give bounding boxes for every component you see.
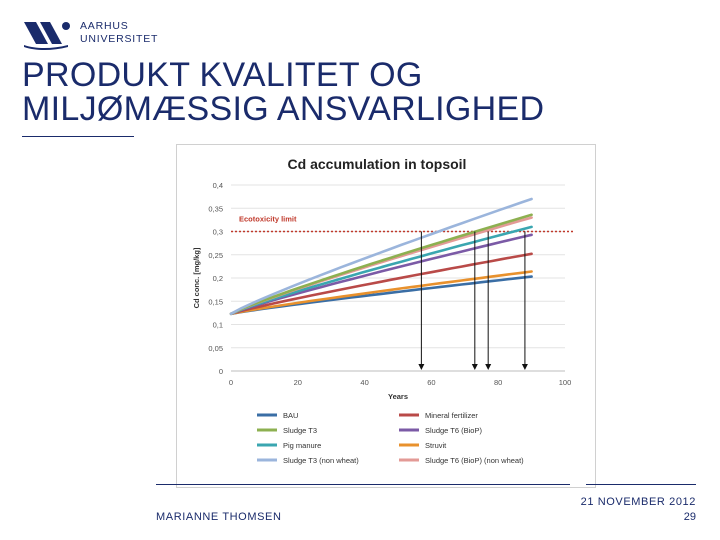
logo-line-1: AARHUS [80,20,129,32]
y-tick-label: 0,35 [208,204,223,213]
legend-label: Sludge T3 [283,426,317,435]
x-tick-label: 60 [427,378,435,387]
y-tick-label: 0,25 [208,251,223,260]
limit-arrowhead [485,364,492,370]
slide-title-line-1: PRODUKT KVALITET OG [22,56,423,94]
y-tick-label: 0 [219,367,223,376]
aarhus-university-emblem-icon [24,22,70,50]
y-tick-label: 0,15 [208,297,223,306]
chart-title: Cd accumulation in topsoil [288,156,467,172]
series-line [229,252,533,316]
y-tick-label: 0,3 [213,228,223,237]
series-line [229,233,533,316]
y-tick-label: 0,1 [213,321,223,330]
logo-wordmark: AARHUS UNIVERSITET [80,20,158,45]
x-tick-label: 0 [229,378,233,387]
y-tick-label: 0,4 [213,181,223,190]
y-tick-label: 0,2 [213,274,223,283]
footer-date: 21 NOVEMBER 2012 [580,496,696,508]
page-number: 29 [683,511,696,523]
footer-rule-left [156,484,570,485]
slide-title: PRODUKT KVALITET OG MILJØMÆSSIG ANSVARLI… [22,58,544,126]
footer-rule-right [586,484,696,485]
series-line [229,197,533,316]
chart-panel: Cd accumulation in topsoil 0 0,05 0,1 0,15 0,… [176,144,596,488]
title-underline [22,136,134,137]
legend-label: Sludge T6 (BioP) (non wheat) [425,456,524,465]
series-line [229,270,533,316]
limit-arrowhead [521,364,528,370]
series-line [229,225,533,316]
x-tick-label: 40 [360,378,368,387]
y-tick-label: 0,05 [208,344,223,353]
slide-title-line-2: MILJØMÆSSIG ANSVARLIGHED [22,90,545,128]
legend-label: Struvit [425,441,447,450]
series-line [229,213,533,316]
limit-arrowhead [418,364,425,370]
legend-label: BAU [283,411,298,420]
footer-author: MARIANNE THOMSEN [156,511,282,523]
legend-label: Mineral fertilizer [425,411,478,420]
x-tick-label: 100 [559,378,572,387]
limit-arrowhead [471,364,478,370]
legend-label: Sludge T3 (non wheat) [283,456,359,465]
cd-accumulation-chart: Cd accumulation in topsoil 0 0,05 0,1 0,15 0,… [192,156,575,465]
ecotoxicity-limit-label: Ecotoxicity limit [239,215,297,224]
logo-line-2: UNIVERSITET [80,32,159,45]
x-tick-label: 80 [494,378,502,387]
legend-label: Pig manure [283,441,321,450]
university-logo: AARHUS UNIVERSITET [22,18,172,52]
x-tick-label: 20 [294,378,302,387]
y-axis-label: Cd conc. [mg/kg] [192,247,201,308]
legend-label: Sludge T6 (BioP) [425,426,482,435]
x-axis-label: Years [388,392,408,401]
